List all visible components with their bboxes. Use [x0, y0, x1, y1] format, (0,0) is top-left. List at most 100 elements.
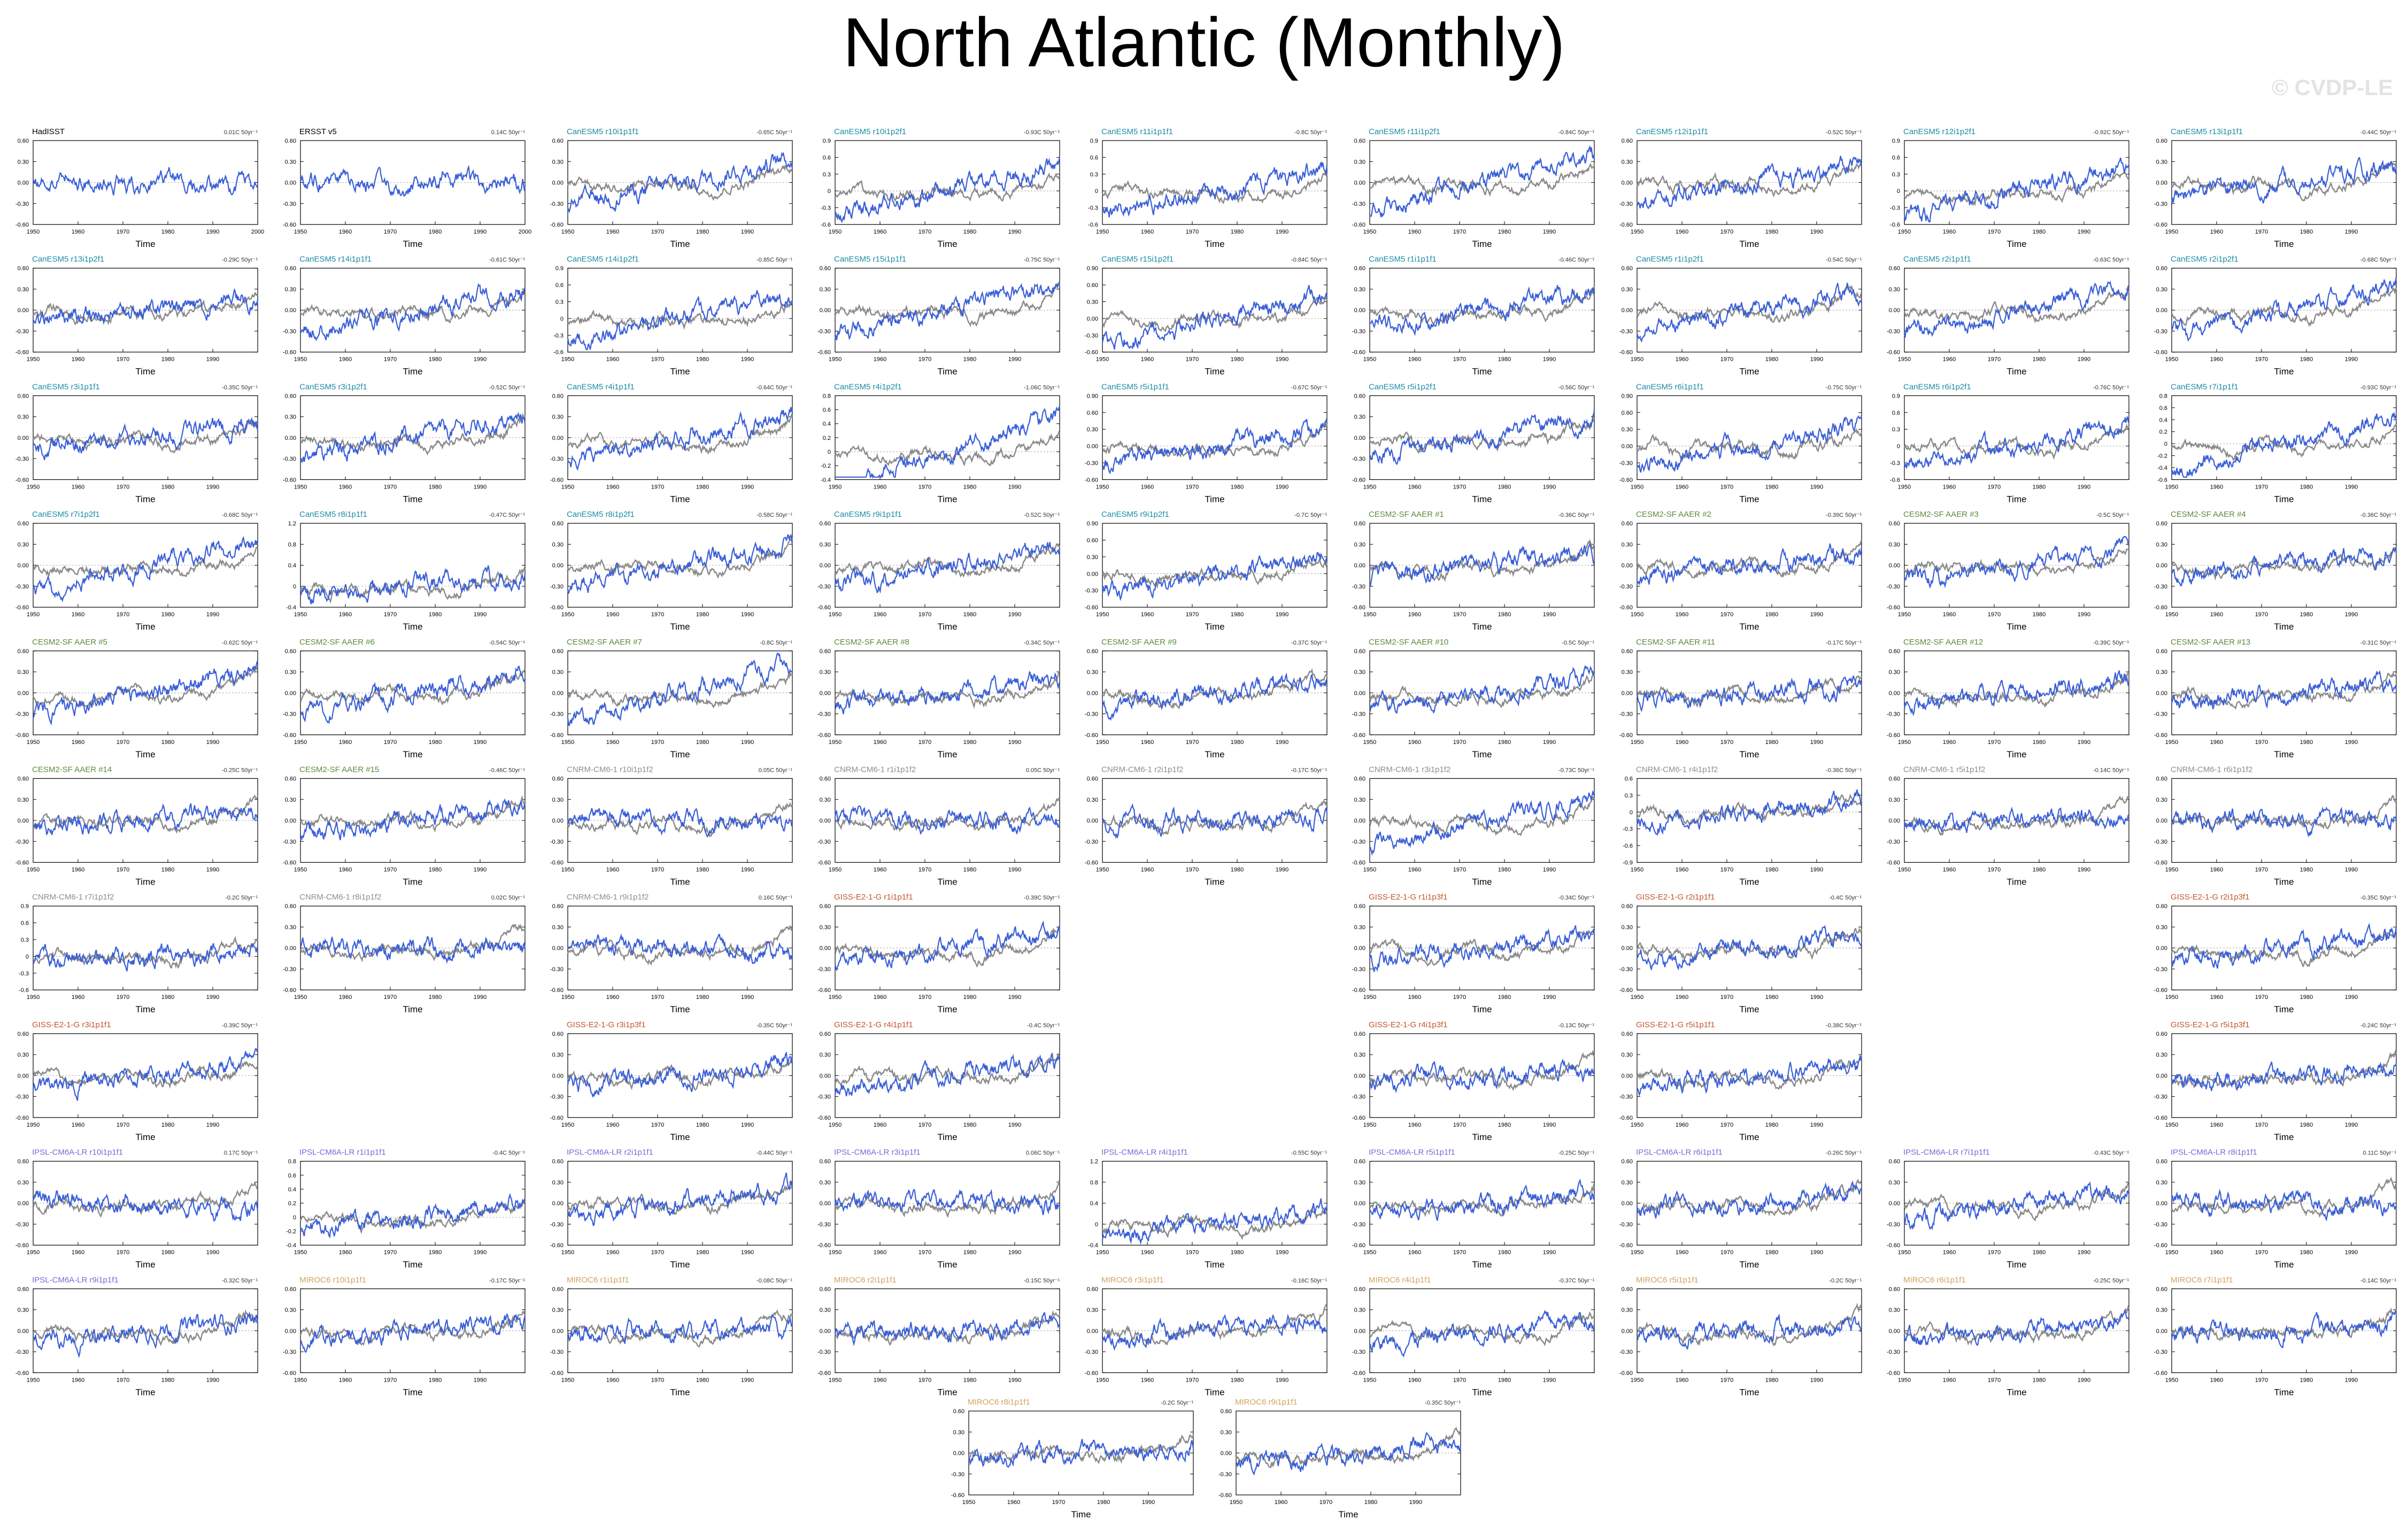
panel-trend: -0.24C 50yr⁻¹ — [2360, 1022, 2396, 1029]
y-tick-label: -0.30 — [1085, 460, 1098, 467]
y-tick-label: 0.30 — [1087, 1307, 1098, 1314]
panel-title: MIROC6 r5i1p1f1 — [1636, 1275, 1699, 1284]
observed-series-line — [1637, 428, 1863, 463]
member-series-line — [1369, 410, 1595, 466]
x-tick-label: 1990 — [1276, 867, 1288, 873]
x-tick-label: 1990 — [1543, 356, 1556, 363]
panel: CanESM5 r3i1p1f1 -0.35C 50yr⁻¹ 0.60 0.30 0.0… — [16, 382, 259, 504]
y-tick-label: 0.00 — [18, 563, 29, 569]
member-series-line — [1636, 789, 1862, 836]
x-tick-label: 1950 — [294, 867, 307, 873]
y-tick-label: 0.6 — [1625, 776, 1633, 782]
observed-series-line — [835, 670, 1060, 709]
y-tick-label: 0.30 — [1622, 427, 1633, 433]
x-tick-label: 1970 — [2255, 1377, 2268, 1383]
x-tick-label: 1990 — [1008, 611, 1021, 618]
x-tick-label: 1980 — [2300, 611, 2313, 618]
panel-trend: -0.37C 50yr⁻¹ — [1558, 1277, 1594, 1284]
x-tick-label: 1980 — [2033, 867, 2046, 873]
x-tick-label: 1990 — [1810, 356, 1823, 363]
x-axis-label: Time — [1205, 622, 1224, 632]
x-tick-label: 1960 — [874, 1377, 886, 1383]
panel: MIROC6 r10i1p1f1 -0.17C 50yr⁻¹ 0.60 0.30 0.0… — [283, 1275, 526, 1397]
x-tick-label: 1950 — [27, 1377, 40, 1383]
y-tick-label: -0.4 — [2157, 465, 2167, 471]
y-tick-label: -0.30 — [817, 839, 831, 845]
y-tick-label: 0.00 — [1354, 1328, 1365, 1335]
y-tick-label: 0.60 — [1221, 1408, 1232, 1415]
panel: CanESM5 r13i1p2f1 -0.29C 50yr⁻¹ 0.60 0.30 0.… — [16, 255, 259, 377]
y-tick-label: 0.60 — [1354, 1286, 1365, 1292]
panel: CanESM5 r2i1p1f1 -0.63C 50yr⁻¹ 0.60 0.30 0.0… — [1887, 255, 2130, 377]
panel-trend: -0.2C 50yr⁻¹ — [1829, 1277, 1862, 1284]
x-tick-label: 1960 — [72, 1250, 84, 1256]
x-tick-label: 1950 — [1096, 1250, 1109, 1256]
x-tick-label: 1970 — [1988, 739, 2001, 746]
x-tick-label: 1990 — [1276, 1377, 1288, 1383]
x-axis-label: Time — [1472, 239, 1492, 249]
member-series-line — [834, 805, 1061, 835]
y-tick-label: 0.60 — [1354, 266, 1365, 272]
x-tick-label: 1950 — [2165, 1377, 2178, 1383]
x-axis-label: Time — [1739, 622, 1759, 632]
panel-trend: -0.5C 50yr⁻¹ — [1562, 640, 1594, 646]
plot-frame — [835, 395, 1060, 480]
x-tick-label: 1990 — [741, 356, 754, 363]
x-tick-label: 1960 — [339, 229, 352, 235]
x-axis-label: Time — [1739, 1387, 1759, 1397]
panel-trend: -0.36C 50yr⁻¹ — [2360, 512, 2396, 518]
y-tick-label: 0.30 — [1622, 1307, 1633, 1314]
x-tick-label: 1960 — [1141, 484, 1154, 490]
x-tick-label: 1990 — [474, 484, 487, 490]
x-axis-label: Time — [1071, 1509, 1091, 1520]
x-tick-label: 1960 — [1141, 611, 1154, 618]
x-tick-label: 1970 — [117, 867, 129, 873]
y-tick-label: 0.60 — [820, 776, 831, 782]
panel-trend: -0.39C 50yr⁻¹ — [2093, 640, 2129, 646]
x-tick-label: 1970 — [1052, 1499, 1065, 1506]
y-tick-label: -0.60 — [817, 1243, 831, 1249]
y-tick-label: 0.30 — [1354, 286, 1365, 293]
x-tick-label: 1990 — [1409, 1499, 1422, 1506]
y-tick-label: -0.30 — [16, 328, 29, 335]
member-series-line — [32, 943, 258, 972]
y-tick-label: -0.60 — [2154, 350, 2167, 356]
x-tick-label: 1970 — [1453, 867, 1466, 873]
y-tick-label: -0.6 — [2157, 477, 2167, 483]
y-tick-label: 0.00 — [552, 1073, 564, 1079]
x-tick-label: 1990 — [206, 994, 219, 1001]
x-axis-label: Time — [1739, 494, 1759, 504]
x-tick-label: 1960 — [874, 229, 886, 235]
x-tick-label: 1960 — [874, 611, 886, 618]
panel-title: GISS-E2-1-G r4i1p3f1 — [1369, 1020, 1448, 1029]
x-tick-label: 1980 — [1765, 1122, 1778, 1128]
y-tick-label: 0.4 — [288, 1187, 296, 1193]
member-series-line — [2171, 157, 2397, 204]
member-series-line — [1903, 157, 2130, 223]
x-tick-label: 1960 — [1943, 356, 1956, 363]
y-tick-label: 0.30 — [1622, 1180, 1633, 1186]
panel-title: CanESM5 r10i1p1f1 — [567, 127, 639, 136]
x-tick-label: 1970 — [651, 867, 664, 873]
y-tick-label: 0.60 — [285, 266, 296, 272]
x-tick-label: 1990 — [474, 1377, 487, 1383]
x-tick-label: 1950 — [829, 356, 842, 363]
panel: IPSL-CM6A-LR r9i1p1f1 -0.32C 50yr⁻¹ 0.60 0.… — [16, 1275, 259, 1397]
y-tick-label: -0.30 — [16, 456, 29, 462]
y-tick-label: 0.60 — [552, 393, 564, 399]
panel: CanESM5 r12i1p1f1 -0.52C 50yr⁻¹ 0.60 0.30 0.… — [1619, 127, 1863, 249]
member-series-line — [33, 167, 258, 196]
x-tick-label: 1990 — [2345, 484, 2358, 490]
x-tick-label: 1950 — [829, 611, 842, 618]
panel: HadISST 0.01C 50yr⁻¹ 0.60 0.30 0.00 -0.30 -0.6… — [16, 127, 264, 249]
x-tick-label: 1970 — [1453, 484, 1466, 490]
member-series-line — [2171, 1309, 2397, 1348]
x-tick-label: 1980 — [161, 867, 174, 873]
panel-title: CanESM5 r5i1p1f1 — [1101, 382, 1169, 391]
x-tick-label: 1990 — [206, 229, 219, 235]
y-tick-label: 0.30 — [285, 414, 296, 421]
member-series-line — [1369, 1309, 1595, 1358]
member-series-line — [834, 157, 1061, 223]
y-tick-label: -0.30 — [1619, 966, 1633, 973]
panel: CESM2-SF AAER #14 -0.25C 50yr⁻¹ 0.60 0.30 0.… — [16, 765, 259, 887]
